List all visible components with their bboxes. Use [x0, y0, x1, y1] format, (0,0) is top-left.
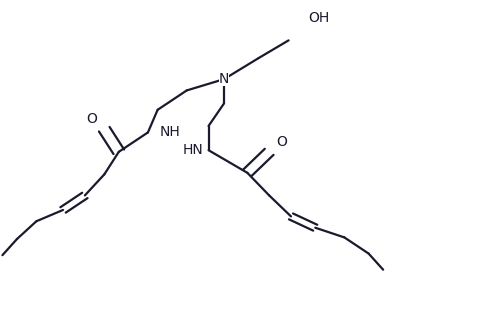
Text: O: O — [87, 112, 97, 126]
Text: OH: OH — [307, 11, 329, 25]
Text: N: N — [218, 72, 229, 86]
Text: NH: NH — [160, 125, 181, 140]
Text: O: O — [275, 135, 286, 149]
Text: HN: HN — [182, 143, 203, 157]
